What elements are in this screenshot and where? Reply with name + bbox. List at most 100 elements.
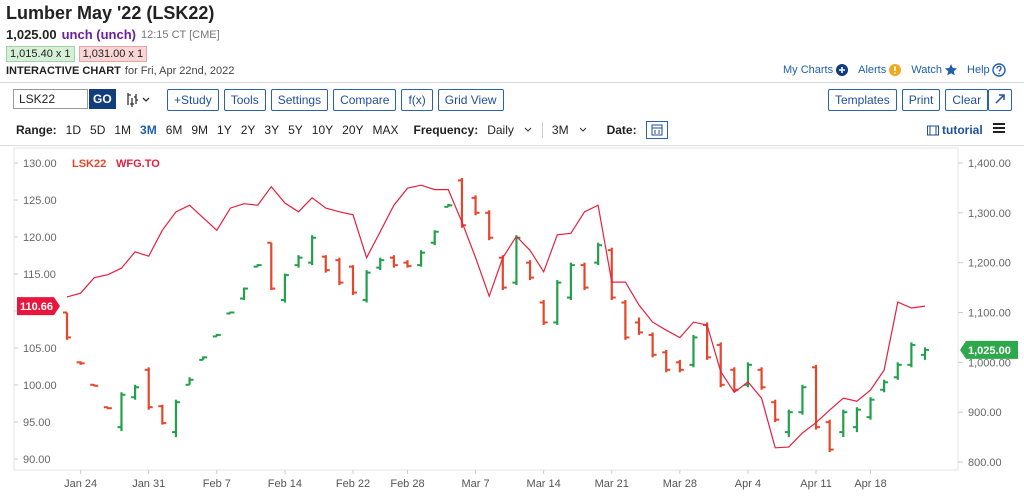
last-value-label: 110.66 [20, 301, 53, 313]
range-option[interactable]: 5D [90, 123, 106, 137]
y2-tick-label: 1,000.00 [968, 357, 1011, 369]
range-option[interactable]: 9M [191, 123, 209, 137]
last-value-label: 1,025.00 [968, 345, 1011, 357]
last-value-badge [960, 340, 1018, 359]
range-option[interactable]: 1D [65, 123, 82, 137]
y-tick-label: 110.00 [23, 306, 56, 318]
chart-date: for Fri, Apr 22nd, 2022 [124, 65, 235, 77]
bid-ask: 1,015.40 x 1 1,031.00 x 1 [6, 46, 148, 62]
range-label: Range: [16, 123, 57, 137]
y2-tick-label: 1,200.00 [968, 258, 1011, 270]
toolbar-button[interactable]: +Study [167, 89, 219, 111]
chart-type-icon[interactable] [124, 89, 154, 109]
go-button[interactable]: GO [89, 89, 116, 109]
y2-tick-label: 1,100.00 [968, 307, 1011, 319]
y2-tick-label: 1,400.00 [968, 158, 1011, 170]
x-tick-label: Mar 21 [595, 478, 629, 490]
y2-tick-label: 800.00 [968, 457, 1002, 469]
toolbar-button[interactable]: Templates [828, 89, 897, 111]
toolbar-button[interactable]: Tools [223, 89, 266, 111]
range-option[interactable]: 10Y [311, 123, 334, 137]
time: 12:15 CT [CME] [141, 28, 220, 41]
y2-tick-label: 1,300.00 [968, 208, 1011, 220]
x-tick-label: Apr 11 [800, 478, 832, 490]
separator [541, 122, 543, 138]
link[interactable]: My Charts [783, 63, 849, 77]
link-label[interactable]: My Charts [783, 64, 834, 76]
toolbar-button[interactable]: Print [901, 89, 941, 111]
ask: 1,031.00 x 1 [78, 46, 148, 62]
toolbar-button[interactable]: f(x) [401, 89, 433, 111]
chart-label-line: INTERACTIVE CHART for Fri, Apr 22nd, 202… [6, 65, 234, 77]
bid: 1,015.40 x 1 [6, 46, 75, 62]
frequency[interactable]: Daily [487, 123, 514, 137]
range-option[interactable]: 1Y [217, 123, 232, 137]
toolbar-button[interactable]: Compare [333, 89, 397, 111]
calendar-button[interactable] [645, 121, 668, 139]
toolbar-button[interactable]: Grid View [437, 89, 504, 111]
quote-line: 1,025.00 unch (unch) 12:15 CT [CME] [6, 27, 220, 42]
link-icon [889, 64, 902, 76]
x-tick-label: Jan 24 [64, 478, 97, 490]
link-icon [836, 64, 849, 76]
y-tick-label: 105.00 [23, 343, 57, 355]
range-option[interactable]: 1M [114, 123, 132, 137]
x-tick-label: Mar 28 [663, 478, 697, 490]
x-tick-label: Mar 14 [527, 478, 561, 490]
divider [0, 82, 1024, 83]
price: 1,025.00 [6, 27, 57, 42]
symbol-input[interactable]: LSK22 [13, 89, 88, 109]
y-tick-label: 120.00 [23, 232, 57, 244]
range-options: 1D 5D 1M 3M 6M 9M 1Y 2Y 3Y 5Y 10Y 20Y MAX [66, 123, 399, 137]
y2-tick-label: 900.00 [968, 407, 1002, 419]
range-option[interactable]: MAX [372, 123, 399, 137]
range-option[interactable]: 3M [140, 123, 157, 137]
caret [579, 127, 586, 132]
link-label[interactable]: Alerts [858, 64, 887, 76]
last-value-badge [17, 297, 60, 316]
tutorial-label[interactable]: tutorial [942, 123, 983, 137]
frequency-label: Frequency: [413, 123, 479, 137]
date-label: Date: [606, 123, 637, 137]
price-line [66, 184, 926, 449]
x-tick-label: Apr 18 [854, 478, 886, 490]
toolbar-button[interactable]: Settings [270, 89, 329, 111]
x-tick-label: Feb 28 [390, 478, 424, 490]
toolbar-right: Templates Print Clear [828, 89, 989, 111]
x-tick-label: Feb 14 [268, 478, 302, 490]
menu-icon[interactable] [992, 121, 1006, 135]
link[interactable]: Help [967, 63, 1006, 77]
range-option[interactable]: 20Y [342, 123, 364, 137]
change: unch (unch) [61, 27, 136, 42]
range-bar: Range: 1D 5D 1M 3M 6M 9M 1Y 2Y 3Y 5Y 10Y 20Y MAX Fre… [16, 121, 668, 139]
y-tick-label: 125.00 [23, 195, 57, 207]
y-tick-label: 95.00 [23, 417, 51, 429]
x-tick-label: Apr 4 [735, 478, 761, 490]
period[interactable]: 3M [551, 123, 569, 137]
link[interactable]: Alerts [858, 63, 902, 77]
caret [524, 127, 532, 132]
link-label[interactable]: Help [967, 64, 990, 76]
y-tick-label: 100.00 [23, 380, 57, 392]
expand-button[interactable] [988, 89, 1012, 111]
toolbar-button[interactable]: Clear [945, 89, 989, 111]
divider [0, 145, 1024, 146]
plot-frame [13, 147, 959, 471]
link[interactable]: Watch [911, 63, 958, 77]
range-option[interactable]: 6M [165, 123, 183, 137]
y-tick-label: 115.00 [23, 269, 56, 281]
link-icon [991, 63, 1006, 77]
x-tick-label: Mar 7 [462, 478, 490, 490]
tutorial[interactable]: tutorial [927, 123, 983, 137]
title: Lumber May '22 (LSK22) [6, 3, 215, 23]
tutorial-icon [927, 125, 939, 135]
links: My Charts Alerts Watch Help [783, 63, 1006, 77]
chart-label: INTERACTIVE CHART [6, 65, 121, 77]
link-label[interactable]: Watch [911, 64, 943, 76]
legend-entry: WFG.TO [116, 158, 160, 170]
y-tick-label: 90.00 [23, 454, 51, 466]
range-option[interactable]: 2Y [240, 123, 256, 137]
range-option[interactable]: 5Y [288, 123, 303, 137]
range-option[interactable]: 3Y [264, 123, 280, 137]
